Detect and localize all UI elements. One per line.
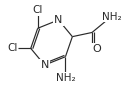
Text: N: N — [54, 15, 63, 25]
Text: NH₂: NH₂ — [56, 73, 75, 83]
Text: NH₂: NH₂ — [102, 12, 122, 22]
Text: Cl: Cl — [32, 5, 43, 15]
Text: Cl: Cl — [7, 43, 17, 53]
Text: N: N — [40, 60, 49, 70]
Text: O: O — [92, 44, 101, 54]
